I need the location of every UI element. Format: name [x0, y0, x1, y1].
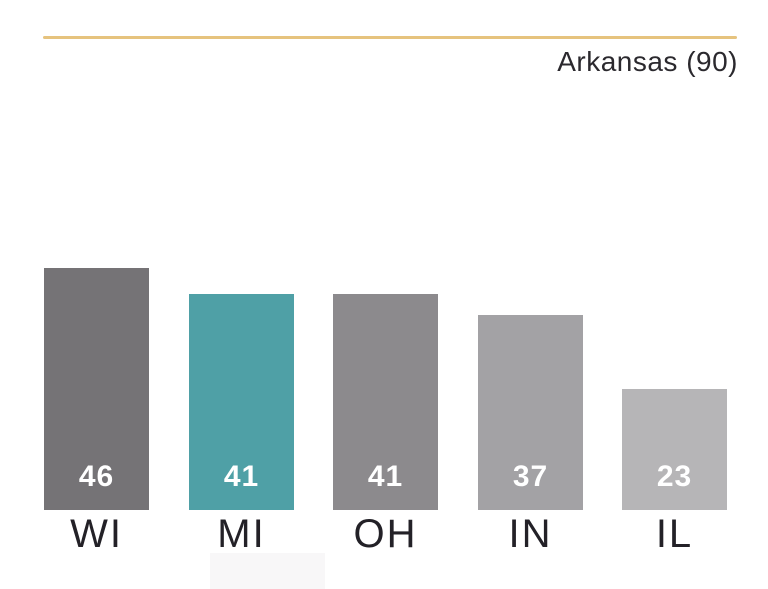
bar-IL: 23	[622, 389, 727, 510]
bar-MI: 41	[189, 294, 294, 510]
category-label-WI: WI	[70, 512, 123, 556]
bar-value-label: 23	[656, 460, 693, 493]
bar-WI: 46	[44, 268, 149, 510]
category-label-MI: MI	[217, 512, 266, 556]
chart-title: Arkansas (90)	[557, 46, 738, 77]
category-label-IN: IN	[508, 512, 553, 556]
bar-value-label: 41	[223, 460, 260, 493]
bar-value-label: 46	[78, 460, 115, 493]
bar-OH: 41	[333, 294, 438, 510]
category-label-OH: OH	[353, 512, 418, 556]
bar-IN: 37	[478, 315, 583, 510]
header-rule	[43, 36, 737, 39]
bar-value-label: 37	[512, 460, 549, 493]
category-label-IL: IL	[655, 512, 694, 556]
bar-value-label: 41	[367, 460, 404, 493]
cropped-element-remnant	[210, 553, 325, 589]
